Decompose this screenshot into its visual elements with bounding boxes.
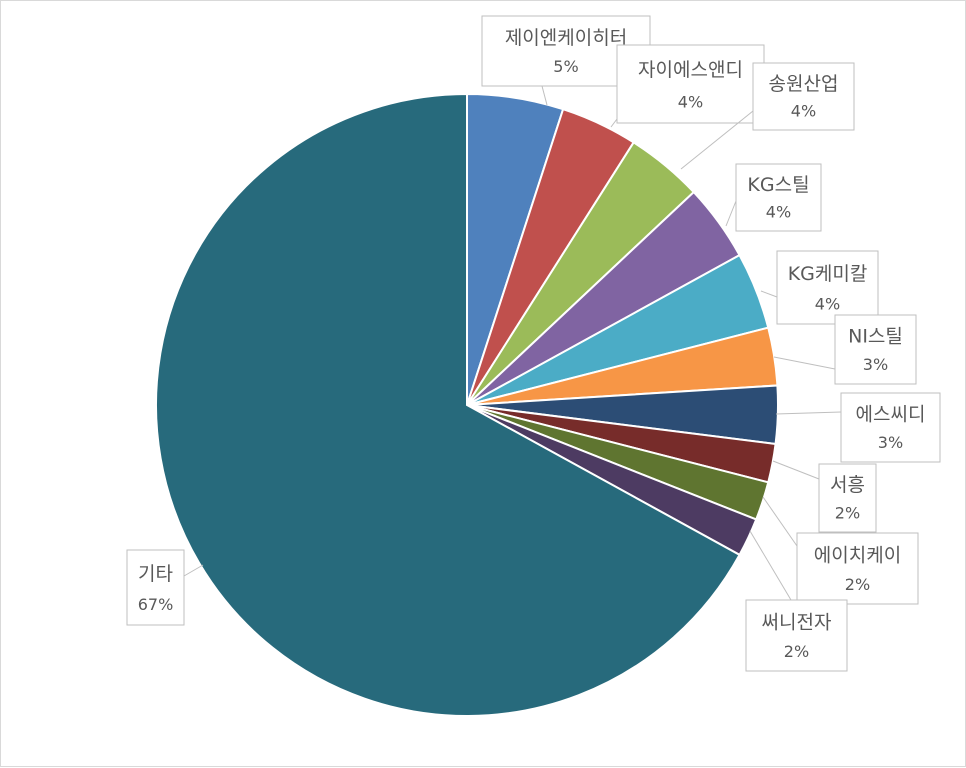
data-label-name: 서흥 [830, 474, 865, 496]
leader-line-1 [541, 85, 548, 106]
data-label-box-2 [616, 44, 765, 124]
data-label-box-5 [776, 250, 879, 325]
data-label-value: 5% [553, 57, 578, 76]
data-label-box-3 [752, 62, 855, 131]
data-label-value: 3% [863, 355, 888, 374]
leader-line-2 [610, 118, 618, 128]
data-label-value: 4% [815, 294, 840, 313]
leader-line-8 [772, 460, 820, 480]
leader-line-3 [680, 110, 754, 170]
data-label-name: 에이치케이 [814, 544, 901, 566]
data-label-name: 써니전자 [762, 611, 832, 633]
data-label-value: 4% [678, 92, 703, 111]
data-label-box-6 [834, 314, 917, 385]
data-label-value: 2% [835, 503, 860, 522]
pie-slice-11 [155, 92, 741, 717]
data-label-value: 2% [784, 642, 809, 661]
leader-line-4 [725, 200, 737, 227]
data-label-box-11 [126, 549, 185, 626]
leader-line-11 [183, 564, 204, 577]
data-label-value: 2% [845, 575, 870, 594]
leader-line-9 [762, 496, 798, 547]
leader-line-6 [773, 356, 836, 370]
data-label-value: 4% [791, 102, 816, 121]
data-label-value: 4% [766, 203, 791, 222]
data-label-value: 67% [138, 595, 174, 614]
data-label-name: 자이에스앤디 [638, 59, 743, 81]
leader-line-5 [760, 290, 778, 298]
data-label-name: 송원산업 [769, 73, 839, 95]
leader-line-7 [775, 411, 842, 415]
data-label-name: 에스씨디 [856, 404, 926, 426]
data-label-name: KG스틸 [747, 174, 809, 196]
data-label-name: NI스틸 [848, 326, 903, 348]
data-label-name: 기타 [138, 563, 173, 585]
data-label-box-8 [818, 463, 877, 533]
data-label-box-9 [796, 532, 919, 605]
data-label-box-7 [840, 392, 941, 463]
data-label-value: 3% [878, 433, 903, 452]
data-label-name: KG케미칼 [788, 263, 868, 285]
data-label-box-10 [745, 599, 848, 672]
data-label-box-4 [735, 163, 822, 232]
data-label-name: 제이엔케이히터 [505, 27, 627, 49]
leader-line-10 [749, 530, 792, 601]
